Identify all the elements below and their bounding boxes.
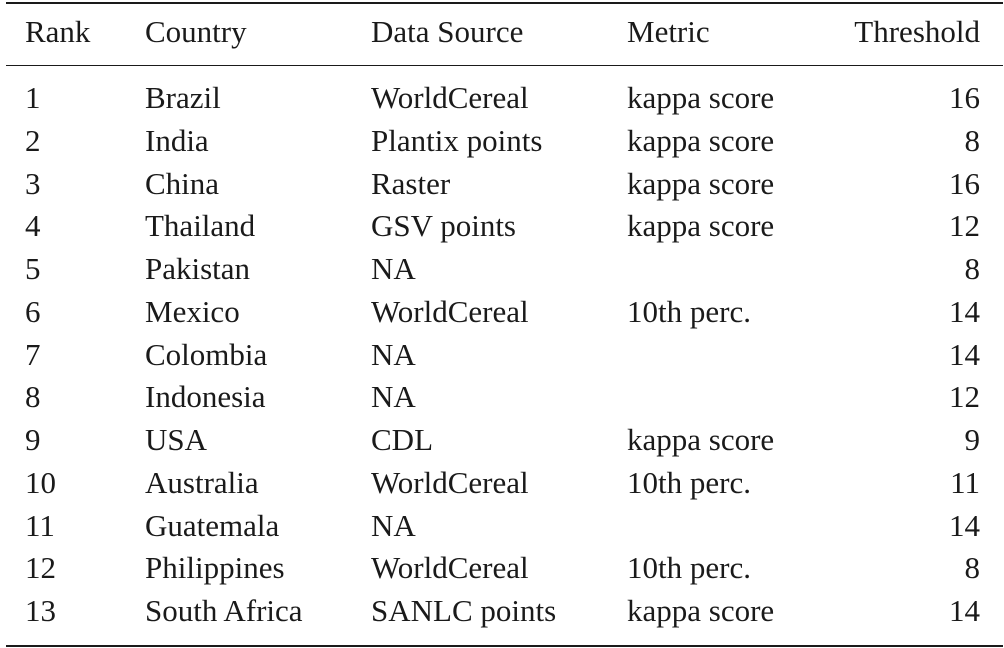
cell-metric: 10th perc. bbox=[627, 550, 751, 585]
cell-data-source: CDL bbox=[371, 422, 433, 457]
cell-rank: 6 bbox=[25, 294, 41, 329]
cell-data-source: NA bbox=[371, 337, 416, 372]
cell-rank: 9 bbox=[25, 422, 41, 457]
table-row: 6 Mexico WorldCereal 10th perc. 14 bbox=[0, 292, 1004, 332]
table-header-row: Rank Country Data Source Metric Threshol… bbox=[0, 12, 1004, 52]
cell-metric: kappa score bbox=[627, 593, 775, 628]
table-header-rule bbox=[6, 65, 1003, 66]
cell-metric: 10th perc. bbox=[627, 294, 751, 329]
cell-country: China bbox=[145, 166, 220, 201]
cell-country: Mexico bbox=[145, 294, 240, 329]
cell-country: Australia bbox=[145, 465, 259, 500]
table-row: 3 China Raster kappa score 16 bbox=[0, 164, 1004, 204]
cell-threshold: 14 bbox=[949, 593, 980, 628]
header-threshold: Threshold bbox=[854, 14, 980, 49]
cell-threshold: 8 bbox=[964, 123, 981, 158]
cell-data-source: NA bbox=[371, 379, 416, 414]
cell-data-source: WorldCereal bbox=[371, 550, 529, 585]
cell-data-source: NA bbox=[371, 251, 416, 286]
table-row: 7 Colombia NA 14 bbox=[0, 335, 1004, 375]
cell-threshold: 11 bbox=[950, 465, 980, 500]
header-metric: Metric bbox=[627, 14, 710, 49]
cell-rank: 4 bbox=[25, 208, 41, 243]
cell-threshold: 8 bbox=[964, 550, 981, 585]
table-row: 8 Indonesia NA 12 bbox=[0, 377, 1004, 417]
cell-metric: kappa score bbox=[627, 208, 775, 243]
cell-country: Colombia bbox=[145, 337, 268, 372]
cell-data-source: Plantix points bbox=[371, 123, 543, 158]
cell-rank: 1 bbox=[25, 80, 41, 115]
cell-data-source: GSV points bbox=[371, 208, 516, 243]
cell-data-source: NA bbox=[371, 508, 416, 543]
cell-country: India bbox=[145, 123, 209, 158]
cell-threshold: 12 bbox=[949, 379, 980, 414]
cell-threshold: 8 bbox=[964, 251, 981, 286]
cell-metric: 10th perc. bbox=[627, 465, 751, 500]
cell-country: Philippines bbox=[145, 550, 285, 585]
cell-country: USA bbox=[145, 422, 208, 457]
cell-threshold: 14 bbox=[949, 337, 980, 372]
cell-threshold: 9 bbox=[964, 422, 981, 457]
cell-country: Indonesia bbox=[145, 379, 266, 414]
cell-data-source: WorldCereal bbox=[371, 465, 529, 500]
cell-threshold: 14 bbox=[949, 294, 980, 329]
table-row: 2 India Plantix points kappa score 8 bbox=[0, 121, 1004, 161]
header-country: Country bbox=[145, 14, 247, 49]
header-rank: Rank bbox=[25, 14, 91, 49]
table-bottom-rule bbox=[6, 645, 1003, 647]
cell-rank: 7 bbox=[25, 337, 41, 372]
table-row: 1 Brazil WorldCereal kappa score 16 bbox=[0, 78, 1004, 118]
table-row: 13 South Africa SANLC points kappa score… bbox=[0, 591, 1004, 631]
cell-data-source: Raster bbox=[371, 166, 451, 201]
table-row: 4 Thailand GSV points kappa score 12 bbox=[0, 206, 1004, 246]
cell-country: Pakistan bbox=[145, 251, 251, 286]
cell-metric: kappa score bbox=[627, 422, 775, 457]
table-row: 12 Philippines WorldCereal 10th perc. 8 bbox=[0, 548, 1004, 588]
table-top-rule bbox=[6, 2, 1003, 4]
cell-rank: 5 bbox=[25, 251, 41, 286]
cell-metric: kappa score bbox=[627, 123, 775, 158]
header-data-source: Data Source bbox=[371, 14, 524, 49]
cell-threshold: 12 bbox=[949, 208, 980, 243]
table-row: 5 Pakistan NA 8 bbox=[0, 249, 1004, 289]
cell-metric: kappa score bbox=[627, 80, 775, 115]
cell-threshold: 16 bbox=[949, 166, 980, 201]
cell-threshold: 16 bbox=[949, 80, 980, 115]
cell-country: Guatemala bbox=[145, 508, 280, 543]
cell-rank: 13 bbox=[25, 593, 56, 628]
cell-rank: 8 bbox=[25, 379, 41, 414]
table-row: 10 Australia WorldCereal 10th perc. 11 bbox=[0, 463, 1004, 503]
cell-rank: 10 bbox=[25, 465, 56, 500]
table-row: 9 USA CDL kappa score 9 bbox=[0, 420, 1004, 460]
cell-rank: 12 bbox=[25, 550, 56, 585]
cell-rank: 11 bbox=[25, 508, 55, 543]
cell-data-source: WorldCereal bbox=[371, 80, 529, 115]
cell-metric: kappa score bbox=[627, 166, 775, 201]
cell-threshold: 14 bbox=[949, 508, 980, 543]
cell-data-source: SANLC points bbox=[371, 593, 557, 628]
cell-country: Brazil bbox=[145, 80, 221, 115]
cell-country: Thailand bbox=[145, 208, 256, 243]
cell-rank: 3 bbox=[25, 166, 41, 201]
cell-country: South Africa bbox=[145, 593, 303, 628]
cell-rank: 2 bbox=[25, 123, 41, 158]
table-row: 11 Guatemala NA 14 bbox=[0, 506, 1004, 546]
cell-data-source: WorldCereal bbox=[371, 294, 529, 329]
